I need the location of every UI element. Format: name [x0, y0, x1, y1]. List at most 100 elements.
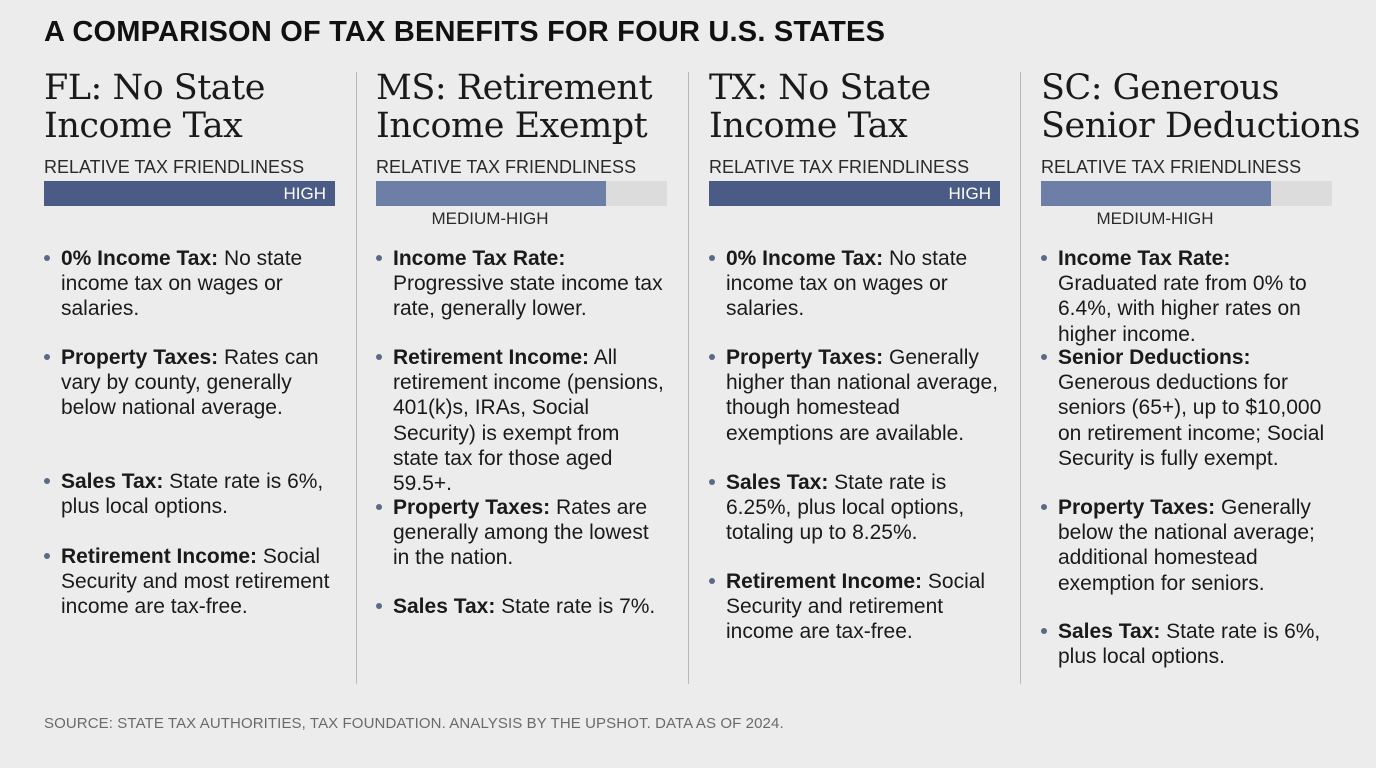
bullet-item: Retirement Income: All retirement income…: [376, 345, 668, 496]
bullet-text: Graduated rate from 0% to 6.4%, with hig…: [1058, 272, 1307, 346]
bullet-text: Progressive state income tax rate, gener…: [393, 272, 663, 321]
bullet-item: Sales Tax: State rate is 6.25%, plus loc…: [709, 470, 1001, 546]
bullet-item: Retirement Income: Social Security and r…: [709, 569, 1001, 645]
rating-label: HIGH: [283, 184, 327, 203]
bullet-label: Senior Deductions:: [1058, 346, 1251, 369]
state-heading: FL: No State Income Tax: [44, 69, 336, 145]
bullet-dot-icon: [709, 255, 715, 261]
friendliness-bar-fill: [1041, 181, 1271, 206]
bullet-dot-icon: [1041, 628, 1047, 634]
bullet-label: 0% Income Tax:: [726, 247, 884, 270]
bullet-text: Generous deductions for seniors (65+), u…: [1058, 371, 1325, 470]
bullet-text: Social Security and most retirement inco…: [61, 545, 330, 619]
bullet-label: Sales Tax:: [393, 595, 496, 618]
bullet-item: Senior Deductions: Generous deductions f…: [1041, 345, 1333, 471]
bullet-item: Property Taxes: Rates can vary by county…: [44, 345, 336, 421]
bullet-dot-icon: [1041, 255, 1047, 261]
state-heading-line1: TX: No State: [709, 68, 931, 108]
state-heading-line2: Income Exempt: [376, 106, 648, 146]
bullet-item: 0% Income Tax: No state income tax on wa…: [44, 246, 336, 322]
bullet-text: State rate is 6%, plus local options.: [1058, 620, 1321, 669]
bullet-text: All retirement income (pensions, 401(k)s…: [393, 346, 664, 496]
state-heading-line1: MS: Retirement: [376, 68, 653, 108]
friendliness-bar: [1041, 181, 1332, 206]
state-heading-line2: Senior Deductions: [1041, 106, 1361, 146]
friendliness-bar-fill: [44, 181, 335, 206]
bullet-item: Retirement Income: Social Security and m…: [44, 544, 336, 620]
source-note: SOURCE: STATE TAX AUTHORITIES, TAX FOUND…: [44, 715, 784, 732]
state-column-fl: FL: No State Income Tax RELATIVE TAX FRI…: [44, 66, 336, 618]
bullet-text: State rate is 7%.: [495, 595, 656, 618]
bullet-label: Sales Tax:: [1058, 620, 1161, 643]
bullet-dot-icon: [709, 354, 715, 360]
friendliness-bar-fill: [376, 181, 606, 206]
state-heading: TX: No State Income Tax: [709, 69, 1001, 145]
bullet-dot-icon: [376, 354, 382, 360]
bullet-label: 0% Income Tax:: [61, 247, 219, 270]
bullet-dot-icon: [44, 255, 50, 261]
bullet-item: Income Tax Rate: Graduated rate from 0% …: [1041, 246, 1333, 347]
bullet-item: Property Taxes: Generally below the nati…: [1041, 495, 1333, 596]
rating-label: MEDIUM-HIGH: [1096, 209, 1214, 228]
bullet-text: No state income tax on wages or salaries…: [726, 247, 968, 321]
state-heading: SC: Generous Senior Deductions: [1041, 68, 1361, 146]
bullet-item: Income Tax Rate: Progressive state incom…: [376, 246, 668, 322]
bullet-item: Property Taxes: Generally higher than na…: [709, 345, 1001, 446]
bullet-dot-icon: [1041, 354, 1047, 360]
bullet-text: State rate is 6%, plus local options.: [61, 470, 324, 519]
bullet-label: Retirement Income:: [726, 570, 923, 593]
bullet-dot-icon: [44, 354, 50, 360]
friendliness-label: RELATIVE TAX FRIENDLINESS: [376, 157, 637, 177]
bullet-text: Rates can vary by county, generally belo…: [61, 346, 319, 420]
bullet-dot-icon: [44, 478, 50, 484]
state-heading-line1: FL: No State: [44, 68, 265, 108]
page-title: A COMPARISON OF TAX BENEFITS FOR FOUR U.…: [44, 16, 886, 48]
bullet-label: Sales Tax:: [726, 471, 829, 494]
state-heading-line1: SC: Generous: [1041, 68, 1279, 108]
bullet-label: Retirement Income:: [61, 545, 258, 568]
bullet-label: Property Taxes:: [61, 346, 219, 369]
bullet-dot-icon: [1041, 504, 1047, 510]
bullet-item: Sales Tax: State rate is 7%.: [376, 594, 668, 619]
bullet-text: Generally higher than national average, …: [726, 346, 999, 445]
bullet-dot-icon: [709, 479, 715, 485]
bullet-label: Property Taxes:: [1058, 496, 1216, 519]
state-heading-line2: Income Tax: [709, 106, 908, 146]
state-heading: MS: Retirement Income Exempt: [376, 69, 668, 145]
state-column-tx: TX: No State Income Tax RELATIVE TAX FRI…: [709, 66, 1001, 643]
bullet-dot-icon: [376, 603, 382, 609]
bullet-item: Sales Tax: State rate is 6%, plus local …: [44, 469, 336, 519]
column-divider: [1020, 72, 1021, 684]
bullet-text: State rate is 6.25%, plus local options,…: [726, 471, 965, 545]
friendliness-bar-fill: [709, 181, 1000, 206]
friendliness-label: RELATIVE TAX FRIENDLINESS: [44, 157, 305, 177]
bullet-dot-icon: [376, 504, 382, 510]
bullet-label: Property Taxes:: [726, 346, 884, 369]
state-column-sc: SC: Generous Senior Deductions RELATIVE …: [1041, 66, 1361, 668]
column-divider: [688, 72, 689, 684]
bullet-dot-icon: [709, 578, 715, 584]
bullet-dot-icon: [376, 255, 382, 261]
bullet-label: Property Taxes:: [393, 496, 551, 519]
bullet-label: Sales Tax:: [61, 470, 164, 493]
bullet-dot-icon: [44, 553, 50, 559]
bullet-label: Retirement Income:: [393, 346, 590, 369]
column-divider: [356, 72, 357, 684]
state-heading-line2: Income Tax: [44, 106, 243, 146]
rating-label: MEDIUM-HIGH: [431, 209, 549, 228]
bullet-item: 0% Income Tax: No state income tax on wa…: [709, 246, 1001, 322]
bullet-text: Generally below the national average; ad…: [1058, 496, 1315, 595]
bullet-text: Rates are generally among the lowest in …: [393, 496, 649, 570]
rating-label: HIGH: [948, 184, 992, 203]
bullet-text: Social Security and retirement income ar…: [726, 570, 986, 644]
bullet-text: No state income tax on wages or salaries…: [61, 247, 303, 321]
bullet-item: Property Taxes: Rates are generally amon…: [376, 495, 668, 571]
friendliness-bar: HIGH: [44, 181, 335, 206]
friendliness-label: RELATIVE TAX FRIENDLINESS: [1041, 157, 1302, 177]
friendliness-label: RELATIVE TAX FRIENDLINESS: [709, 157, 970, 177]
bullet-item: Sales Tax: State rate is 6%, plus local …: [1041, 619, 1333, 669]
bullet-label: Income Tax Rate:: [393, 247, 566, 270]
friendliness-bar: [376, 181, 667, 206]
friendliness-bar: HIGH: [709, 181, 1000, 206]
bullet-label: Income Tax Rate:: [1058, 247, 1231, 270]
